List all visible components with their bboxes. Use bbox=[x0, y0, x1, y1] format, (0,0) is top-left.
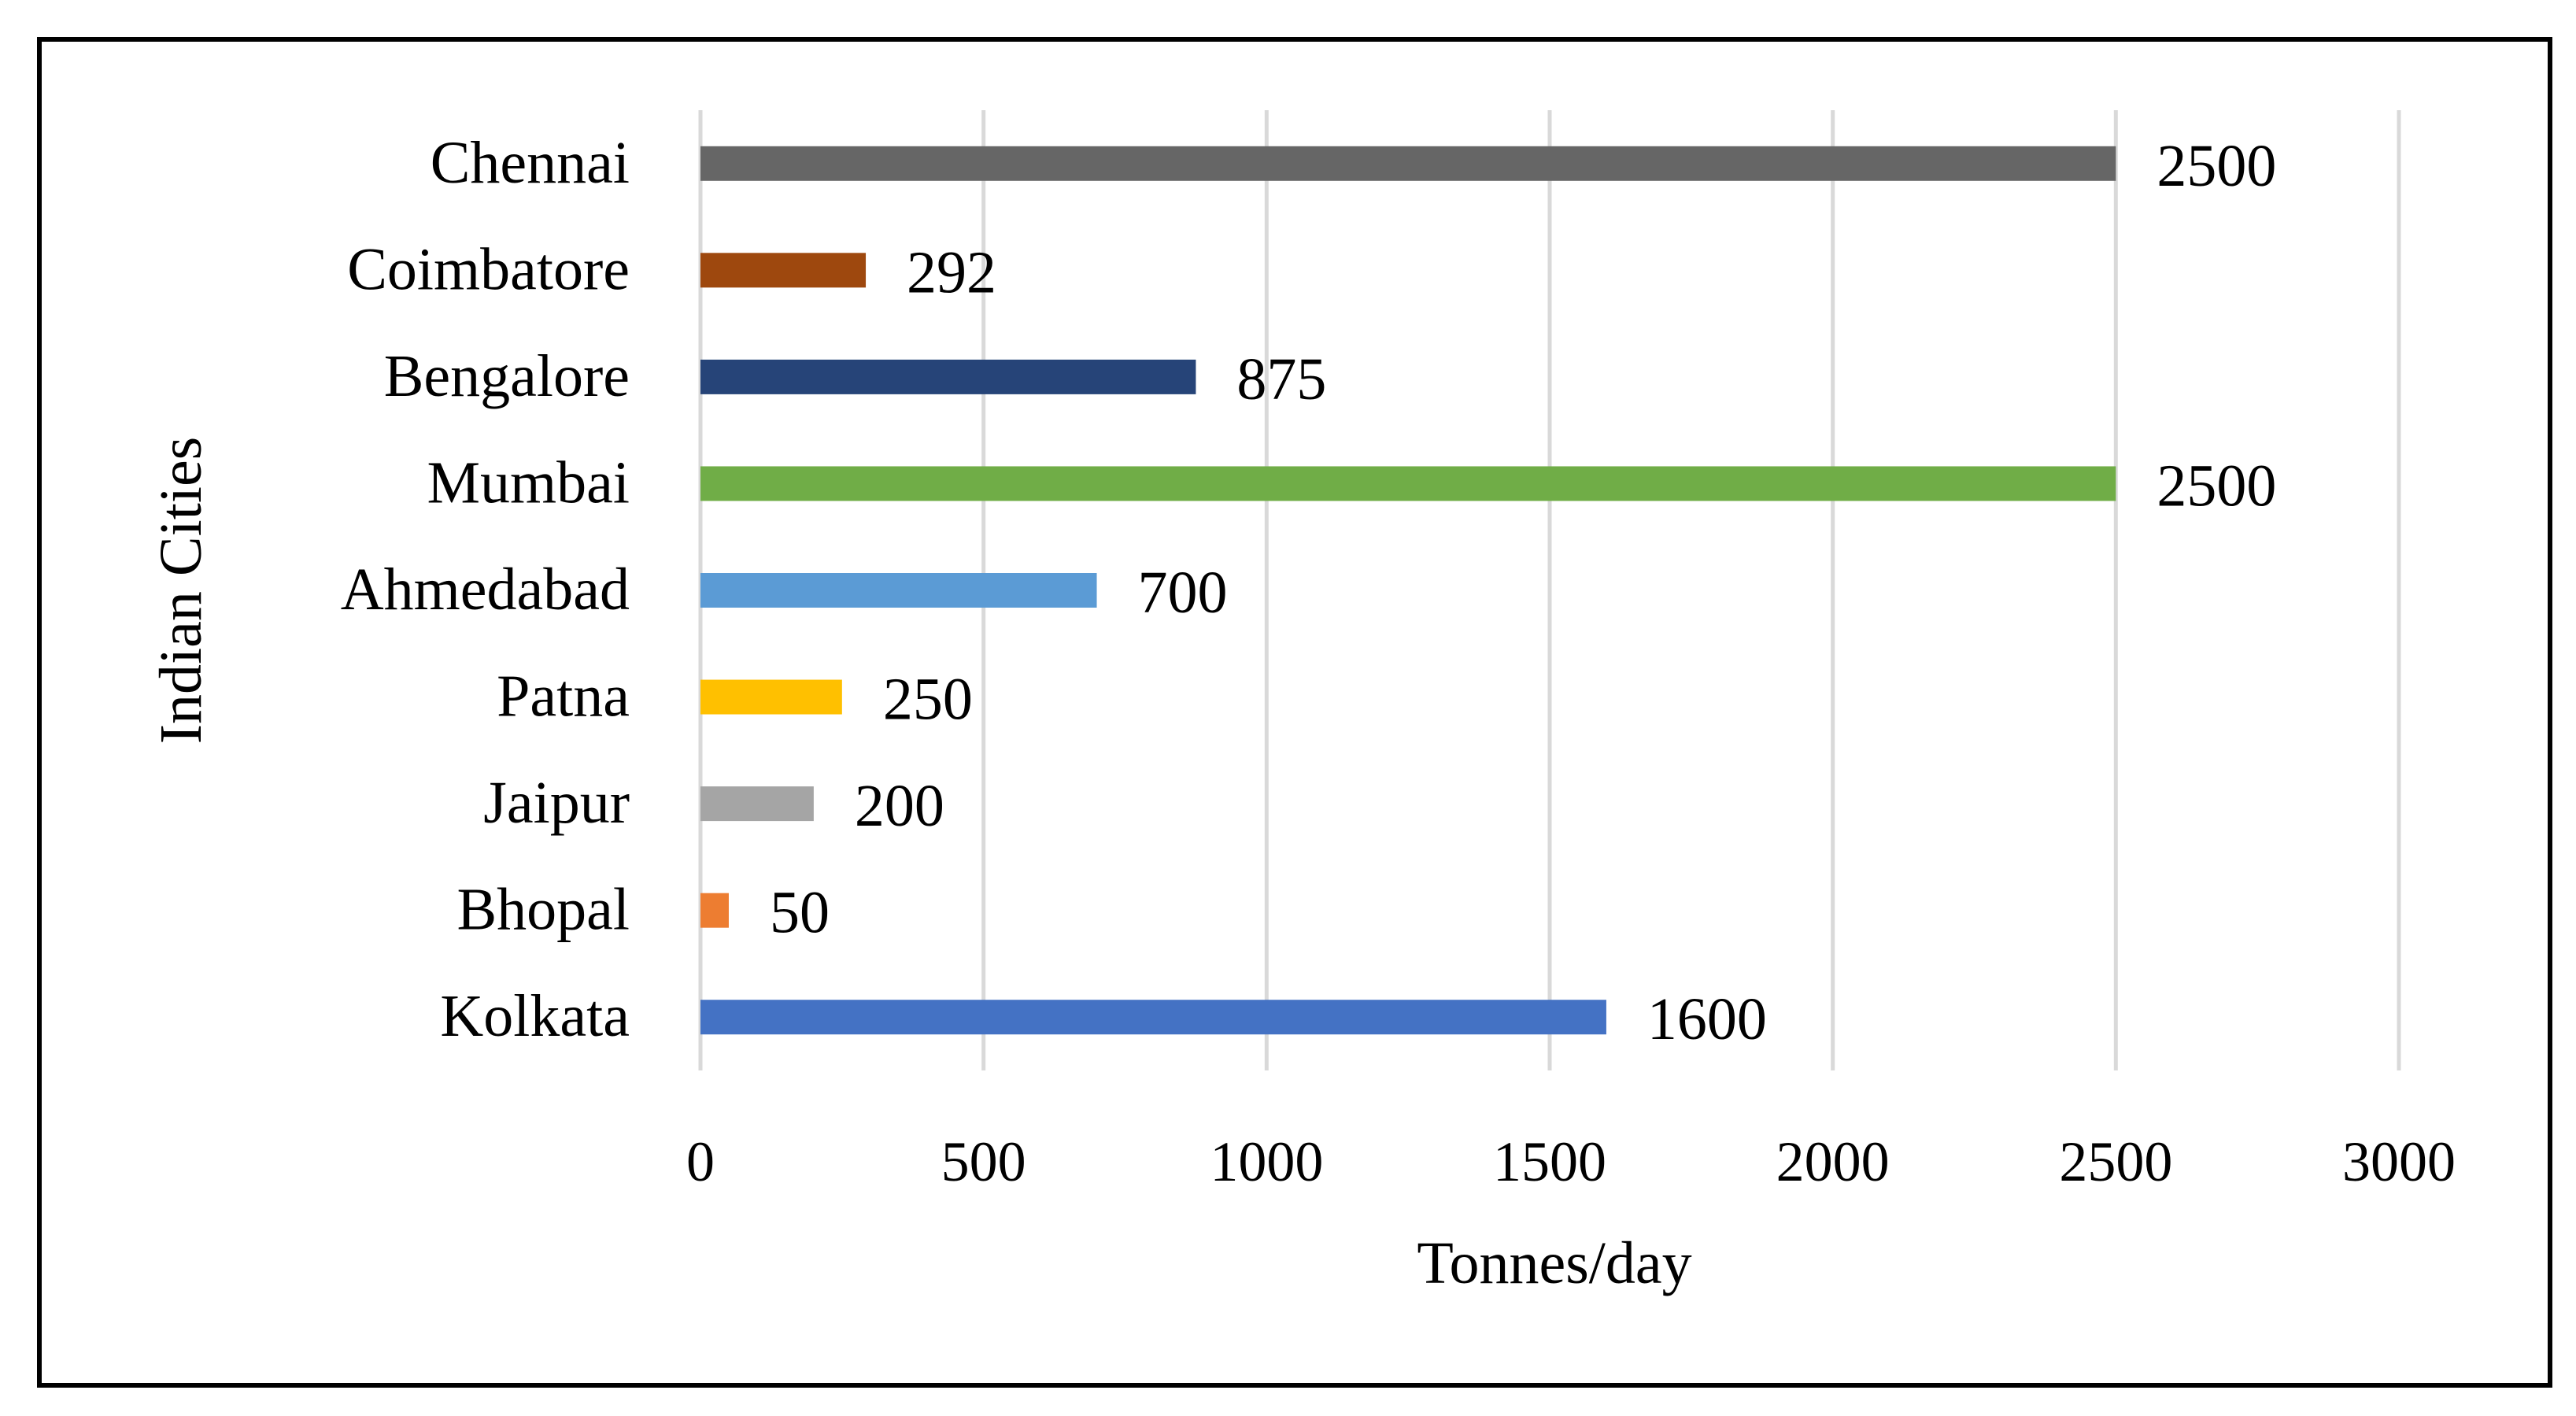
bar-ahmedabad bbox=[700, 573, 1097, 608]
data-label-patna: 250 bbox=[883, 667, 973, 733]
x-tick-label-2500: 2500 bbox=[2059, 1130, 2172, 1193]
category-label-bhopal: Bhopal bbox=[456, 877, 630, 943]
data-label-kolkata: 1600 bbox=[1647, 986, 1767, 1052]
bar-chennai bbox=[700, 146, 2116, 181]
data-label-mumbai: 2500 bbox=[2157, 453, 2276, 519]
category-label-bengalore: Bengalore bbox=[384, 343, 630, 409]
bar-kolkata bbox=[700, 1000, 1606, 1035]
chart-border bbox=[37, 37, 2552, 1388]
category-label-ahmedabad: Ahmedabad bbox=[341, 556, 630, 623]
data-label-ahmedabad: 700 bbox=[1138, 560, 1228, 626]
bar-mumbai bbox=[700, 466, 2116, 501]
x-tick-label-3000: 3000 bbox=[2342, 1130, 2456, 1193]
bar-patna bbox=[700, 679, 842, 715]
x-axis-title: Tonnes/day bbox=[1417, 1230, 1691, 1296]
category-label-mumbai: Mumbai bbox=[427, 449, 630, 516]
y-axis-title: Indian Cities bbox=[148, 437, 214, 745]
bar-jaipur bbox=[700, 786, 814, 822]
bars bbox=[700, 146, 2116, 1035]
data-label-jaipur: 200 bbox=[855, 773, 944, 839]
bar-bengalore bbox=[700, 359, 1196, 394]
data-label-bhopal: 50 bbox=[770, 880, 830, 946]
bar-coimbatore bbox=[700, 253, 867, 288]
category-label-chennai: Chennai bbox=[431, 130, 630, 196]
bar-bhopal bbox=[700, 893, 729, 928]
category-label-kolkata: Kolkata bbox=[440, 983, 630, 1049]
x-tick-label-1500: 1500 bbox=[1493, 1130, 1606, 1193]
category-label-jaipur: Jaipur bbox=[483, 770, 630, 836]
x-tick-label-2000: 2000 bbox=[1776, 1130, 1890, 1193]
category-label-coimbatore: Coimbatore bbox=[347, 236, 630, 302]
data-label-bengalore: 875 bbox=[1236, 346, 1326, 412]
x-tick-label-0: 0 bbox=[686, 1130, 715, 1193]
data-label-coimbatore: 292 bbox=[907, 239, 996, 305]
category-label-patna: Patna bbox=[497, 664, 630, 730]
x-tick-label-500: 500 bbox=[941, 1130, 1026, 1193]
x-tick-label-1000: 1000 bbox=[1210, 1130, 1323, 1193]
data-label-chennai: 2500 bbox=[2157, 133, 2276, 199]
labels: 0 500 1000 1500 2000 2500 3000 Chennai 2500 Coimb… bbox=[341, 130, 2456, 1193]
